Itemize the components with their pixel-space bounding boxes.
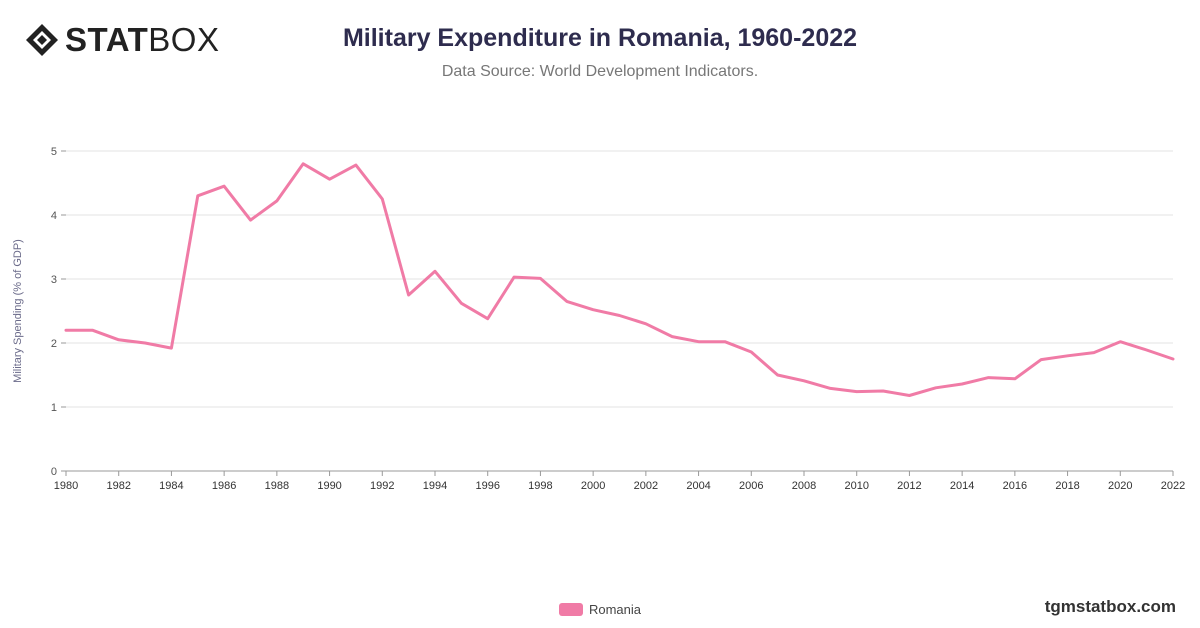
- data-point[interactable]: [1066, 354, 1069, 357]
- y-tick-label: 0: [51, 466, 57, 478]
- data-point[interactable]: [117, 338, 120, 341]
- data-point[interactable]: [249, 219, 252, 222]
- x-tick-label: 1982: [106, 480, 130, 492]
- data-point[interactable]: [908, 394, 911, 397]
- x-tick-label: 2012: [897, 480, 921, 492]
- watermark: tgmstatbox.com: [1044, 597, 1176, 616]
- x-tick-label: 2000: [581, 480, 605, 492]
- data-point[interactable]: [381, 198, 384, 201]
- data-point[interactable]: [407, 294, 410, 297]
- data-point[interactable]: [434, 270, 437, 273]
- x-tick-label: 1988: [265, 480, 289, 492]
- legend-swatch: [558, 603, 583, 616]
- data-point[interactable]: [196, 194, 199, 197]
- x-axis-ticks: 1980 1982 1984 1986 1988 1990 1992 1994 1996 1998…: [54, 471, 1185, 492]
- data-point[interactable]: [592, 308, 595, 311]
- y-tick-label: 2: [51, 338, 57, 350]
- data-point[interactable]: [1119, 340, 1122, 343]
- x-tick-label: 1996: [475, 480, 499, 492]
- x-tick-label: 2010: [844, 480, 868, 492]
- legend-label: Romania: [588, 602, 642, 617]
- data-point[interactable]: [723, 340, 726, 343]
- x-tick-label: 2016: [1003, 480, 1027, 492]
- data-point[interactable]: [697, 340, 700, 343]
- chart-title: Military Expenditure in Romania, 1960-20…: [342, 24, 858, 52]
- statbox-logo: STATBOX: [25, 22, 219, 58]
- diamond-logo-icon: [26, 24, 58, 56]
- x-tick-label: 1980: [54, 480, 78, 492]
- x-tick-label: 2006: [739, 480, 763, 492]
- data-point[interactable]: [671, 335, 674, 338]
- data-point[interactable]: [144, 342, 147, 345]
- data-point[interactable]: [1013, 377, 1016, 380]
- data-point[interactable]: [882, 390, 885, 393]
- data-point[interactable]: [750, 350, 753, 353]
- data-point[interactable]: [565, 300, 568, 303]
- data-point[interactable]: [513, 276, 516, 279]
- data-point[interactable]: [618, 314, 621, 317]
- x-tick-label: 1986: [212, 480, 236, 492]
- data-point[interactable]: [987, 376, 990, 379]
- logo-text: STATBOX: [65, 22, 219, 58]
- y-tick-label: 1: [51, 402, 57, 414]
- x-tick-label: 1998: [528, 480, 552, 492]
- data-point[interactable]: [934, 386, 937, 389]
- data-point[interactable]: [486, 317, 489, 320]
- y-axis-ticks: 0 1 2 3 4 5: [51, 146, 66, 478]
- data-point[interactable]: [354, 164, 357, 167]
- x-tick-label: 1994: [423, 480, 447, 492]
- data-point[interactable]: [1092, 351, 1095, 354]
- x-tick-label: 1984: [159, 480, 183, 492]
- data-point[interactable]: [170, 347, 173, 350]
- data-point[interactable]: [644, 322, 647, 325]
- data-point[interactable]: [275, 199, 278, 202]
- data-point[interactable]: [1040, 358, 1043, 361]
- x-tick-label: 2018: [1055, 480, 1079, 492]
- x-tick-label: 2022: [1161, 480, 1185, 492]
- x-tick-label: 2008: [792, 480, 816, 492]
- data-point[interactable]: [328, 178, 331, 181]
- chart-subtitle: Data Source: World Development Indicator…: [441, 63, 759, 80]
- data-point[interactable]: [460, 302, 463, 305]
- data-point[interactable]: [776, 374, 779, 377]
- data-point[interactable]: [855, 390, 858, 393]
- data-point[interactable]: [1145, 349, 1148, 352]
- data-point[interactable]: [961, 382, 964, 385]
- data-point[interactable]: [829, 387, 832, 390]
- series-group: [64, 162, 1175, 397]
- y-tick-label: 3: [51, 274, 57, 286]
- y-tick-label: 5: [51, 146, 57, 158]
- data-point[interactable]: [91, 329, 94, 332]
- logo-text-light: BOX: [148, 21, 220, 58]
- gridlines: [66, 150, 1173, 472]
- x-tick-label: 2002: [634, 480, 658, 492]
- series-line-romania: [64, 162, 1175, 397]
- data-point[interactable]: [302, 162, 305, 165]
- x-tick-label: 1992: [370, 480, 394, 492]
- data-point[interactable]: [803, 379, 806, 382]
- x-tick-label: 2014: [950, 480, 974, 492]
- x-tick-label: 2004: [686, 480, 710, 492]
- logo-text-bold: STAT: [65, 21, 149, 58]
- data-point[interactable]: [1172, 358, 1175, 361]
- data-point[interactable]: [223, 185, 226, 188]
- x-tick-label: 1990: [317, 480, 341, 492]
- data-point[interactable]: [65, 329, 68, 332]
- x-tick-label: 2020: [1108, 480, 1132, 492]
- data-point[interactable]: [539, 277, 542, 280]
- y-tick-label: 4: [51, 210, 57, 222]
- y-axis-label: Military Spending (% of GDP): [12, 239, 24, 383]
- legend[interactable]: Romania: [0, 602, 1200, 617]
